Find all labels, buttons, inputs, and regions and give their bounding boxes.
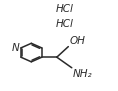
Text: OH: OH [70,36,85,46]
Text: HCl: HCl [56,19,74,29]
Text: NH₂: NH₂ [73,69,93,79]
Text: HCl: HCl [56,4,74,14]
Text: N: N [11,43,19,53]
